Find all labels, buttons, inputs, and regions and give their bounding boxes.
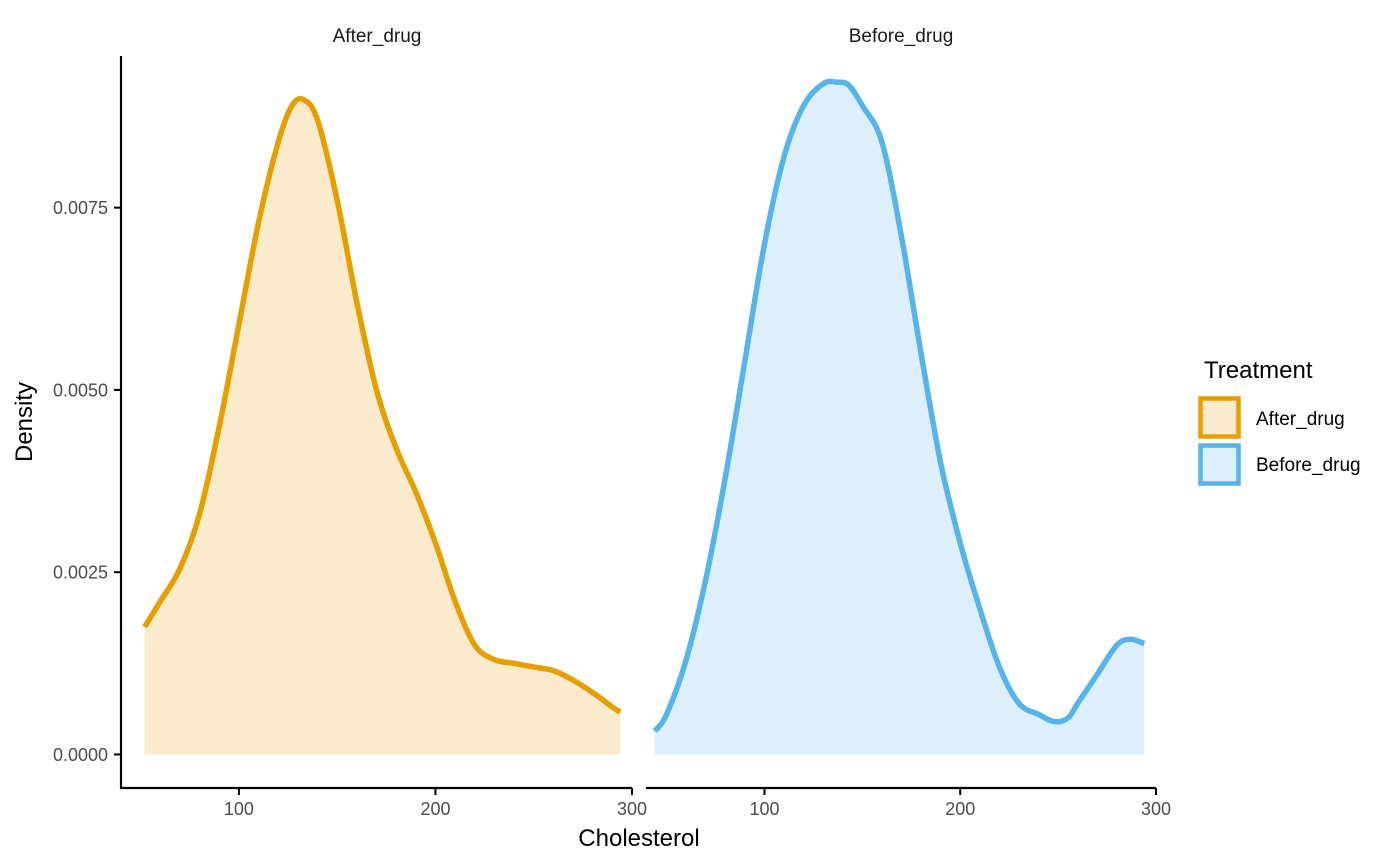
density-line-after-drug bbox=[142, 95, 622, 715]
x-tick-label: 200 bbox=[945, 799, 975, 819]
x-axis-ticks: 100 200 300 100 200 300 bbox=[224, 788, 1171, 819]
y-axis-ticks: 0.0000 0.0025 0.0050 0.0075 bbox=[53, 198, 121, 765]
y-tick-label: 0.0025 bbox=[53, 563, 108, 583]
legend: Treatment After_drug Before_drug bbox=[1198, 357, 1361, 486]
facet-label-before-drug: Before_drug bbox=[849, 26, 954, 47]
x-tick-label: 100 bbox=[749, 799, 779, 819]
legend-key-before-drug bbox=[1198, 443, 1241, 486]
facet-label-after-drug: After_drug bbox=[333, 26, 422, 47]
density-area-after-drug bbox=[144, 98, 621, 755]
y-tick-label: 0.0075 bbox=[53, 198, 108, 218]
legend-label-before-drug: Before_drug bbox=[1256, 455, 1361, 476]
panel-before-drug bbox=[652, 78, 1146, 755]
legend-key-after-drug bbox=[1198, 396, 1241, 439]
x-tick-label: 300 bbox=[1141, 799, 1171, 819]
x-tick-label: 200 bbox=[420, 799, 450, 819]
x-tick-label: 300 bbox=[617, 799, 647, 819]
y-axis-title: Density bbox=[11, 382, 38, 462]
y-tick-label: 0.0000 bbox=[53, 745, 108, 765]
panel-after-drug bbox=[142, 95, 622, 755]
density-area-before-drug bbox=[654, 81, 1145, 755]
legend-title: Treatment bbox=[1204, 357, 1313, 384]
density-line-before-drug bbox=[652, 78, 1146, 733]
x-axis-title: Cholesterol bbox=[578, 825, 699, 852]
legend-label-after-drug: After_drug bbox=[1256, 409, 1345, 430]
y-tick-label: 0.0050 bbox=[53, 380, 108, 400]
x-tick-label: 100 bbox=[224, 799, 254, 819]
